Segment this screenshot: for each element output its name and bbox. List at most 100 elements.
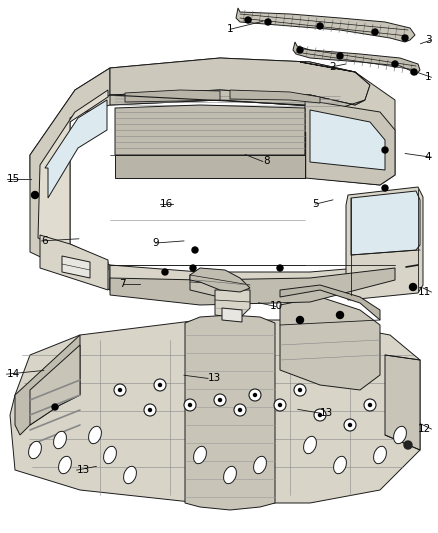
Circle shape [297, 47, 303, 53]
Polygon shape [236, 8, 415, 42]
Text: 5: 5 [312, 199, 319, 209]
Circle shape [382, 147, 388, 153]
Text: 3: 3 [425, 35, 431, 45]
Circle shape [184, 399, 196, 411]
Polygon shape [30, 90, 75, 178]
Circle shape [190, 265, 196, 271]
Polygon shape [190, 268, 250, 292]
Text: 7: 7 [119, 279, 126, 288]
Polygon shape [30, 68, 110, 290]
Circle shape [234, 404, 246, 416]
Polygon shape [215, 290, 250, 318]
Polygon shape [346, 187, 423, 300]
Circle shape [318, 414, 321, 416]
Text: 14: 14 [7, 369, 20, 379]
Ellipse shape [103, 446, 117, 464]
Text: 10: 10 [269, 302, 283, 311]
Circle shape [52, 404, 58, 410]
Polygon shape [115, 155, 305, 178]
Polygon shape [115, 105, 305, 155]
Ellipse shape [254, 456, 266, 474]
Polygon shape [200, 130, 305, 178]
Circle shape [294, 384, 306, 396]
Polygon shape [185, 315, 275, 510]
Text: 13: 13 [77, 465, 90, 475]
Circle shape [337, 53, 343, 59]
Text: 13: 13 [320, 408, 333, 418]
Circle shape [349, 424, 352, 426]
Polygon shape [222, 308, 242, 322]
Circle shape [402, 35, 408, 41]
Text: 1: 1 [425, 72, 431, 82]
Text: 9: 9 [152, 238, 159, 248]
Polygon shape [45, 100, 107, 198]
Circle shape [32, 191, 39, 198]
Circle shape [410, 284, 417, 290]
Circle shape [188, 403, 191, 407]
Polygon shape [310, 110, 385, 170]
Ellipse shape [28, 441, 42, 459]
Ellipse shape [223, 466, 237, 484]
Circle shape [372, 29, 378, 35]
Ellipse shape [194, 446, 206, 464]
Circle shape [162, 269, 168, 275]
Polygon shape [40, 235, 108, 290]
Circle shape [344, 419, 356, 431]
Circle shape [336, 311, 343, 319]
Circle shape [245, 17, 251, 23]
Polygon shape [351, 191, 420, 255]
Polygon shape [230, 90, 320, 103]
Polygon shape [280, 285, 380, 320]
Circle shape [277, 265, 283, 271]
Ellipse shape [334, 456, 346, 474]
Polygon shape [30, 345, 80, 425]
Polygon shape [38, 90, 108, 270]
Text: 13: 13 [208, 374, 221, 383]
Polygon shape [110, 268, 395, 305]
Polygon shape [110, 265, 395, 300]
Ellipse shape [394, 426, 406, 443]
Circle shape [144, 404, 156, 416]
Text: 11: 11 [418, 287, 431, 297]
Ellipse shape [53, 431, 67, 449]
Text: 15: 15 [7, 174, 20, 183]
Text: 16: 16 [160, 199, 173, 208]
Circle shape [119, 389, 121, 392]
Polygon shape [75, 58, 370, 115]
Circle shape [239, 408, 241, 411]
Polygon shape [385, 355, 420, 450]
Circle shape [214, 394, 226, 406]
Polygon shape [190, 275, 230, 298]
Circle shape [159, 384, 162, 386]
Circle shape [274, 399, 286, 411]
Circle shape [382, 185, 388, 191]
Circle shape [411, 69, 417, 75]
Circle shape [314, 409, 326, 421]
Circle shape [364, 399, 376, 411]
Circle shape [392, 61, 398, 67]
Polygon shape [293, 42, 420, 75]
Text: 1: 1 [226, 25, 233, 34]
Polygon shape [110, 58, 370, 105]
Circle shape [249, 389, 261, 401]
Polygon shape [10, 320, 420, 503]
Circle shape [219, 399, 222, 401]
Circle shape [114, 384, 126, 396]
Circle shape [368, 403, 371, 407]
Ellipse shape [124, 466, 136, 484]
Polygon shape [110, 90, 365, 108]
Polygon shape [15, 335, 80, 435]
Polygon shape [305, 100, 395, 185]
Text: 8: 8 [263, 157, 269, 166]
Polygon shape [125, 90, 220, 102]
Ellipse shape [59, 456, 71, 474]
Text: 6: 6 [42, 236, 48, 246]
Circle shape [192, 247, 198, 253]
Polygon shape [62, 256, 90, 278]
Ellipse shape [88, 426, 102, 443]
Circle shape [265, 19, 271, 25]
Circle shape [279, 403, 282, 407]
Circle shape [148, 408, 152, 411]
Text: 12: 12 [418, 424, 431, 434]
Circle shape [317, 23, 323, 29]
